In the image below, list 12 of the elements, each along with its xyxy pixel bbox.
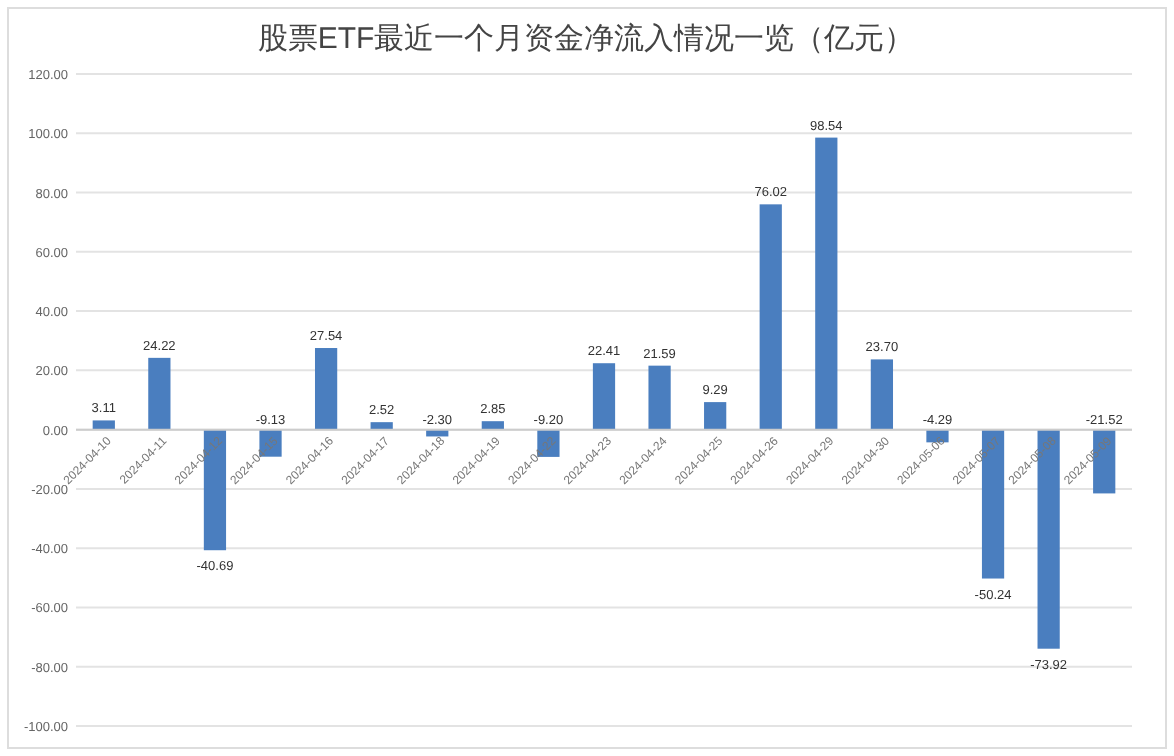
bar: [148, 357, 171, 430]
bar: [481, 421, 504, 430]
bar: [815, 137, 838, 430]
bar: [592, 363, 616, 430]
bar: [314, 348, 338, 430]
bar: [759, 204, 782, 430]
chart-title: 股票ETF最近一个月资金净流入情况一览（亿元）: [257, 22, 915, 56]
bar: [92, 420, 115, 430]
bar: [870, 359, 894, 430]
bar: [704, 402, 727, 430]
bar: [648, 365, 671, 430]
bar: [370, 422, 393, 430]
